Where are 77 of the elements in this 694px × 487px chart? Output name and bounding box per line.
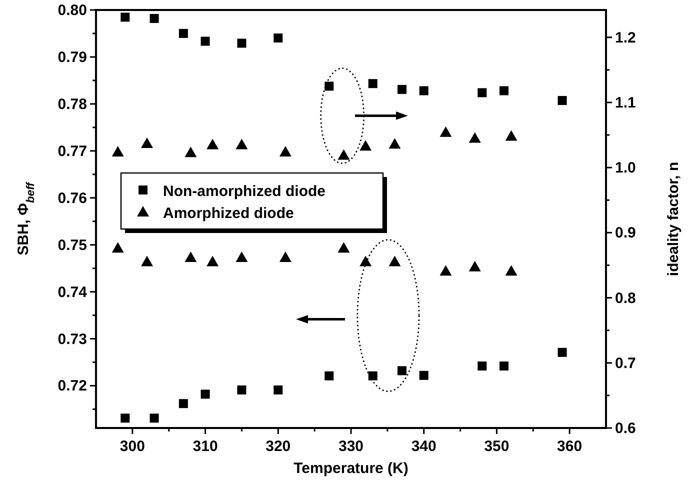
point	[500, 362, 508, 371]
point	[141, 256, 153, 266]
x-tick-label: 340	[411, 438, 436, 455]
y-tick-label: 0.78	[58, 96, 87, 113]
point	[112, 146, 124, 156]
point	[200, 36, 210, 46]
point	[388, 138, 401, 149]
point	[274, 33, 283, 42]
y-tick-label: 0.74	[58, 284, 88, 301]
point	[150, 414, 159, 423]
point	[558, 348, 567, 357]
point	[237, 385, 246, 394]
point	[478, 88, 487, 98]
y2-tick-label: 0.7	[615, 354, 636, 372]
point	[468, 132, 481, 143]
point	[184, 146, 197, 158]
x-tick-label: 320	[266, 438, 291, 455]
point	[120, 12, 130, 22]
y-tick-label: 0.75	[58, 236, 87, 254]
y2-axis-title: ideality factor, n	[665, 162, 682, 276]
legend-label: Amorphized diode	[163, 205, 294, 222]
point	[274, 385, 283, 394]
x-tick-label: 350	[484, 438, 510, 455]
point	[500, 86, 508, 96]
point	[558, 96, 567, 105]
point	[468, 260, 481, 272]
point	[120, 414, 130, 423]
point	[150, 14, 159, 23]
point	[237, 38, 246, 48]
point	[112, 242, 124, 253]
point	[141, 137, 153, 148]
point	[368, 371, 378, 380]
point	[178, 399, 188, 408]
y-tick-label: 0.77	[58, 142, 87, 160]
y2-tick-label: 0.9	[615, 224, 636, 242]
x-tick-label: 310	[192, 438, 218, 455]
point	[368, 79, 378, 88]
x-axis-title: Temperature (K)	[294, 460, 408, 477]
point	[338, 149, 350, 160]
y-tick-label: 0.80	[58, 2, 87, 19]
point	[324, 371, 334, 380]
point	[419, 86, 428, 96]
y-tick-label: 0.72	[58, 378, 87, 395]
y2-tick-label: 0.8	[615, 290, 636, 307]
x-tick-label: 360	[557, 438, 582, 455]
point	[200, 390, 210, 399]
point	[178, 28, 188, 38]
point	[206, 138, 219, 150]
y2-tick-label: 1.0	[615, 160, 636, 177]
point	[440, 265, 452, 276]
point	[398, 366, 406, 376]
point	[360, 256, 372, 266]
y2-tick-label: 1.2	[615, 29, 636, 46]
x-tick-label: 330	[338, 438, 364, 455]
point	[279, 146, 292, 156]
y-tick-label: 0.76	[58, 190, 87, 207]
point	[505, 130, 518, 141]
point	[388, 256, 401, 266]
y-tick-label: 0.73	[58, 330, 87, 348]
x-tick-label: 300	[120, 438, 145, 455]
point	[505, 265, 518, 276]
point	[419, 370, 428, 380]
point	[236, 138, 248, 150]
point	[360, 140, 372, 151]
point	[478, 362, 487, 371]
point	[206, 256, 219, 266]
point	[184, 252, 197, 262]
y-tick-label: 0.79	[58, 48, 87, 66]
y2-tick-label: 0.6	[615, 420, 636, 437]
point	[236, 252, 248, 262]
point	[440, 126, 452, 137]
point	[324, 82, 334, 91]
point	[338, 242, 350, 253]
point	[279, 252, 292, 262]
point	[398, 84, 406, 94]
y2-tick-label: 1.1	[615, 94, 636, 112]
legend-label: Non-amorphized diode	[163, 183, 326, 200]
